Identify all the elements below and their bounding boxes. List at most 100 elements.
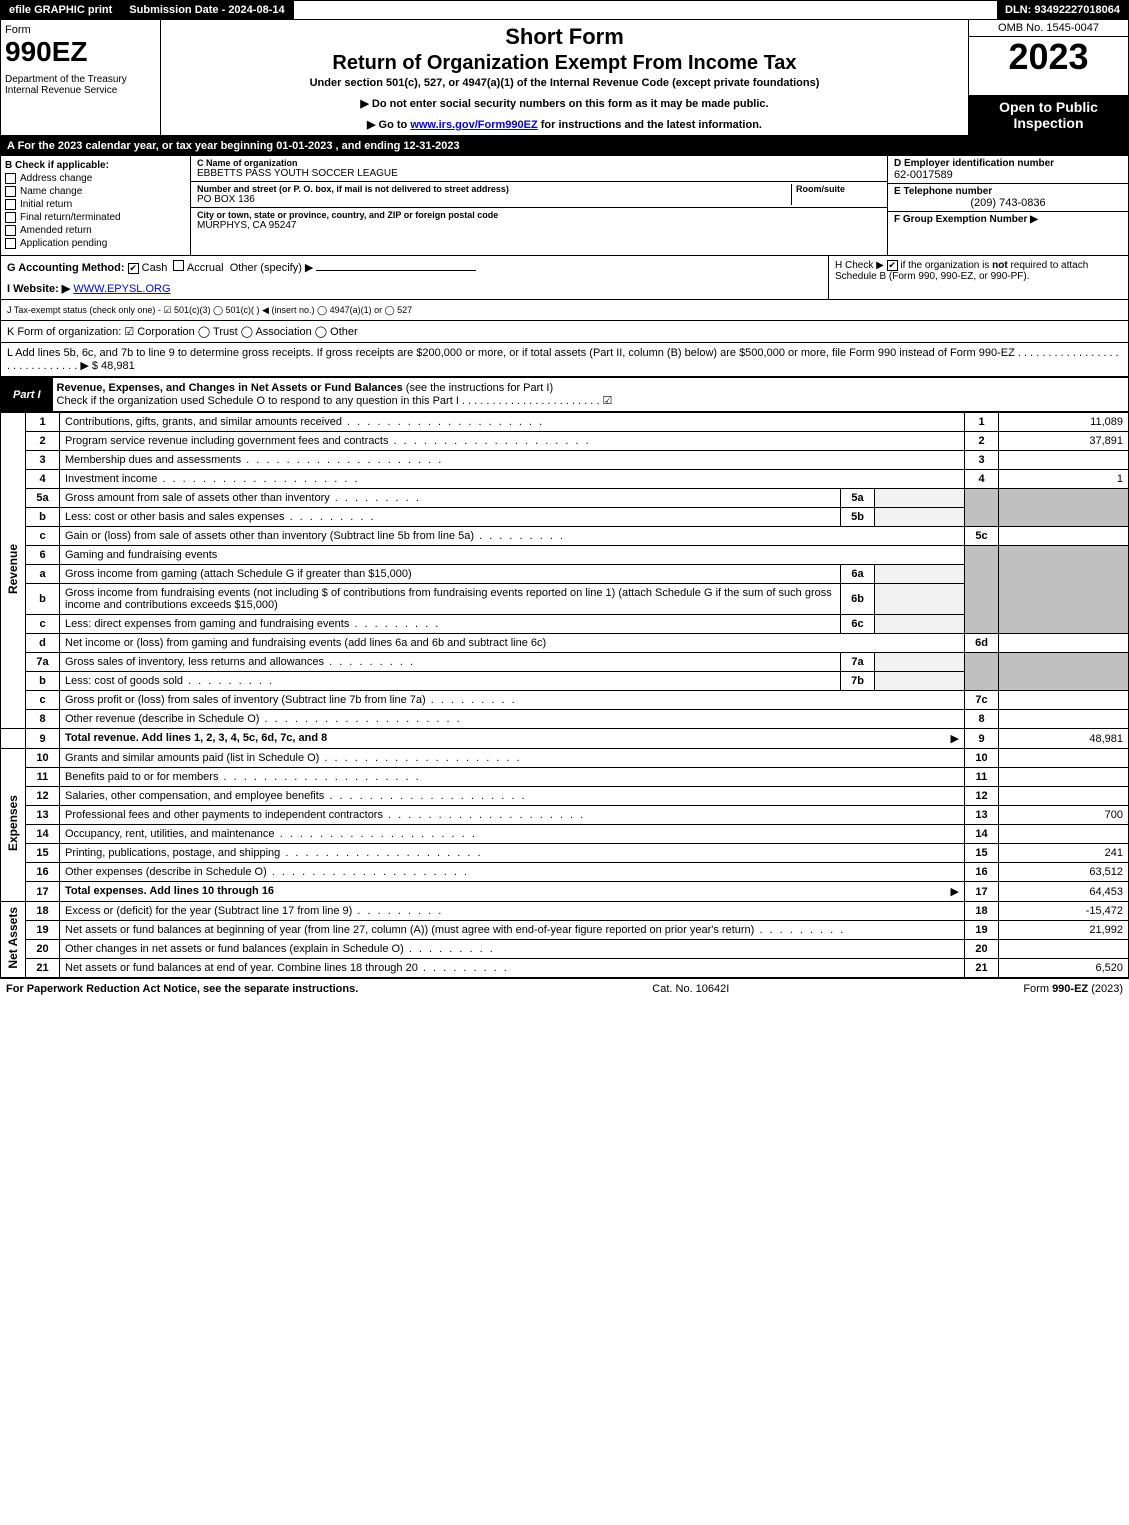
l7a-sn: 7a <box>841 653 875 672</box>
l10-rnum: 10 <box>965 749 999 768</box>
check-address-change[interactable] <box>5 173 16 184</box>
l11-rnum: 11 <box>965 768 999 787</box>
l5a-num: 5a <box>26 489 60 508</box>
l13-desc: Professional fees and other payments to … <box>60 806 965 825</box>
check-name-change[interactable] <box>5 186 16 197</box>
l19-num: 19 <box>26 921 60 940</box>
l15-num: 15 <box>26 844 60 863</box>
omb-number: OMB No. 1545-0047 <box>969 20 1128 37</box>
l6-desc: Gaming and fundraising events <box>60 546 965 565</box>
rev-side-9 <box>1 729 26 749</box>
l5-grey-val <box>999 489 1129 527</box>
chk-label-2: Initial return <box>20 199 72 210</box>
header-right: OMB No. 1545-0047 2023 Open to Public In… <box>968 20 1128 135</box>
row-a-calendar-year: A For the 2023 calendar year, or tax yea… <box>0 136 1129 156</box>
row-k: K Form of organization: ☑ Corporation ◯ … <box>0 321 1129 343</box>
l18-val: -15,472 <box>999 902 1129 921</box>
check-application-pending[interactable] <box>5 238 16 249</box>
l14-num: 14 <box>26 825 60 844</box>
l-text: L Add lines 5b, 6c, and 7b to line 9 to … <box>7 347 1119 372</box>
l11-desc: Benefits paid to or for members <box>60 768 965 787</box>
tel-label: E Telephone number <box>894 186 1122 197</box>
l2-val: 37,891 <box>999 432 1129 451</box>
l5a-sv <box>875 489 965 508</box>
efile-label[interactable]: efile GRAPHIC print <box>1 1 121 19</box>
row-j: J Tax-exempt status (check only one) - ☑… <box>0 300 1129 321</box>
l7-grey-val <box>999 653 1129 691</box>
top-bar: efile GRAPHIC print Submission Date - 20… <box>0 0 1129 20</box>
l5-grey <box>965 489 999 527</box>
l12-num: 12 <box>26 787 60 806</box>
l4-val: 1 <box>999 470 1129 489</box>
l6c-sn: 6c <box>841 615 875 634</box>
ein-label: D Employer identification number <box>894 158 1122 169</box>
room-label: Room/suite <box>796 184 881 194</box>
l9-val: 48,981 <box>999 729 1129 749</box>
l15-rnum: 15 <box>965 844 999 863</box>
l3-num: 3 <box>26 451 60 470</box>
check-cash[interactable]: ✔ <box>128 263 139 274</box>
l7a-desc: Gross sales of inventory, less returns a… <box>60 653 841 672</box>
l5c-val <box>999 527 1129 546</box>
l17-val: 64,453 <box>999 882 1129 902</box>
l5b-sn: 5b <box>841 508 875 527</box>
check-amended-return[interactable] <box>5 225 16 236</box>
row-g: G Accounting Method: ✔ Cash Accrual Othe… <box>1 256 828 299</box>
header-left: Form 990EZ Department of the Treasury In… <box>1 20 161 135</box>
part1-header: Part I Revenue, Expenses, and Changes in… <box>0 377 1129 412</box>
l19-rnum: 19 <box>965 921 999 940</box>
open-inspection: Open to Public Inspection <box>969 95 1128 135</box>
l3-desc: Membership dues and assessments <box>60 451 965 470</box>
part1-title-bold: Revenue, Expenses, and Changes in Net As… <box>57 382 403 394</box>
check-initial-return[interactable] <box>5 199 16 210</box>
l20-desc: Other changes in net assets or fund bala… <box>60 940 965 959</box>
check-final-return[interactable] <box>5 212 16 223</box>
expenses-side: Expenses <box>1 749 26 902</box>
check-accrual[interactable] <box>173 260 184 271</box>
street: PO BOX 136 <box>197 194 791 205</box>
l8-desc: Other revenue (describe in Schedule O) <box>60 710 965 729</box>
header-middle: Short Form Return of Organization Exempt… <box>161 20 968 135</box>
l9-num: 9 <box>26 729 60 749</box>
l5c-rnum: 5c <box>965 527 999 546</box>
city-label: City or town, state or province, country… <box>197 210 881 220</box>
submission-date: Submission Date - 2024-08-14 <box>121 1 293 19</box>
street-label: Number and street (or P. O. box, if mail… <box>197 184 791 194</box>
column-c: C Name of organization EBBETTS PASS YOUT… <box>191 156 888 255</box>
l6b-desc: Gross income from fundraising events (no… <box>60 584 841 615</box>
l1-num: 1 <box>26 413 60 432</box>
l6c-sv <box>875 615 965 634</box>
l17-rnum: 17 <box>965 882 999 902</box>
l6d-val <box>999 634 1129 653</box>
part1-check-line: Check if the organization used Schedule … <box>57 394 1124 407</box>
h-text2: if the organization is <box>900 260 989 271</box>
l13-num: 13 <box>26 806 60 825</box>
l4-desc: Investment income <box>60 470 965 489</box>
i-label: I Website: ▶ <box>7 283 70 295</box>
l15-desc: Printing, publications, postage, and shi… <box>60 844 965 863</box>
l7b-desc: Less: cost of goods sold <box>60 672 841 691</box>
l8-val <box>999 710 1129 729</box>
l6b-sn: 6b <box>841 584 875 615</box>
goto-post: for instructions and the latest informat… <box>538 119 762 131</box>
part1-tab: Part I <box>1 385 53 405</box>
l6b-sv <box>875 584 965 615</box>
org-name: EBBETTS PASS YOUTH SOCCER LEAGUE <box>197 168 881 179</box>
l5c-desc: Gain or (loss) from sale of assets other… <box>60 527 965 546</box>
l18-num: 18 <box>26 902 60 921</box>
l6c-num: c <box>26 615 60 634</box>
part1-table: Revenue 1 Contributions, gifts, grants, … <box>0 412 1129 978</box>
l13-rnum: 13 <box>965 806 999 825</box>
col-b-label: B Check if applicable: <box>5 160 186 171</box>
irs-link[interactable]: www.irs.gov/Form990EZ <box>410 119 537 131</box>
l20-val <box>999 940 1129 959</box>
l4-num: 4 <box>26 470 60 489</box>
l10-desc: Grants and similar amounts paid (list in… <box>60 749 965 768</box>
l15-val: 241 <box>999 844 1129 863</box>
goto-line: ▶ Go to www.irs.gov/Form990EZ for instru… <box>167 118 962 131</box>
row-gh: G Accounting Method: ✔ Cash Accrual Othe… <box>0 256 1129 300</box>
l7a-num: 7a <box>26 653 60 672</box>
group-exemption-label: F Group Exemption Number ▶ <box>894 214 1122 225</box>
website-link[interactable]: WWW.EPYSL.ORG <box>73 283 170 295</box>
check-schedule-b[interactable]: ✔ <box>887 260 898 271</box>
